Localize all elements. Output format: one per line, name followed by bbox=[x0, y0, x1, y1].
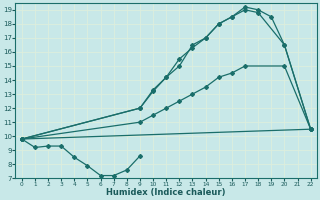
X-axis label: Humidex (Indice chaleur): Humidex (Indice chaleur) bbox=[107, 188, 226, 197]
